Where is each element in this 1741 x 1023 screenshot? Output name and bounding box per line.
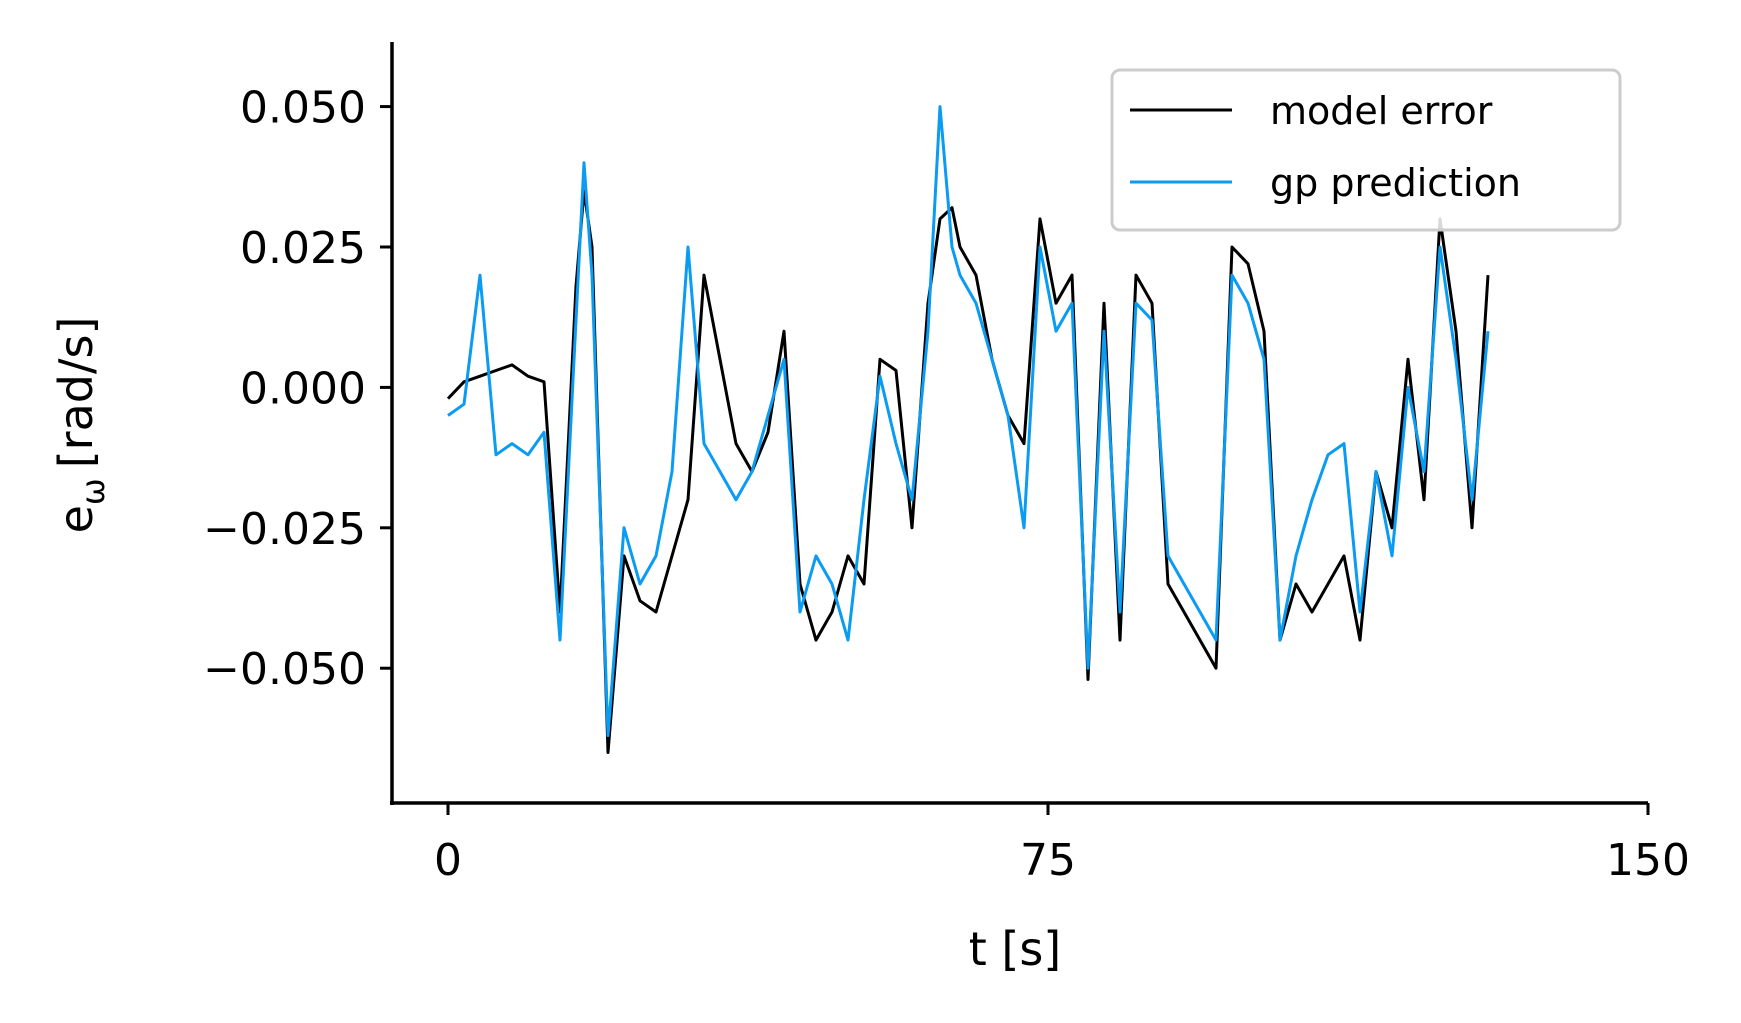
x-tick-label: 0 bbox=[434, 835, 462, 886]
x-ticks: 0 75 150 bbox=[434, 803, 1690, 886]
legend-label-gp-prediction: gp prediction bbox=[1270, 161, 1521, 205]
y-tick-label: −0.025 bbox=[203, 504, 366, 555]
legend-frame bbox=[1110, 68, 1622, 232]
legend-label-model-error: model error bbox=[1270, 89, 1493, 133]
y-axis-label-units: [rad/s] bbox=[49, 317, 103, 469]
x-axis-label: t [s] bbox=[969, 922, 1062, 976]
y-ticks: 0.050 0.025 0.000 −0.025 −0.050 bbox=[203, 83, 392, 695]
x-tick-label: 150 bbox=[1606, 835, 1690, 886]
plot-series bbox=[446, 105, 1490, 754]
y-axis-label-subscript: ω bbox=[74, 478, 112, 505]
legend: model error gp prediction bbox=[1110, 68, 1622, 232]
y-tick-label: 0.050 bbox=[240, 83, 366, 134]
y-axis-label: eω [rad/s] bbox=[49, 317, 112, 534]
y-tick-label: 0.025 bbox=[240, 223, 366, 274]
x-tick-label: 75 bbox=[1020, 835, 1076, 886]
y-tick-label: 0.000 bbox=[240, 363, 366, 414]
y-axis-label-main: e bbox=[49, 505, 103, 533]
y-tick-label: −0.050 bbox=[203, 644, 366, 695]
series-line-1 bbox=[447, 105, 1490, 738]
